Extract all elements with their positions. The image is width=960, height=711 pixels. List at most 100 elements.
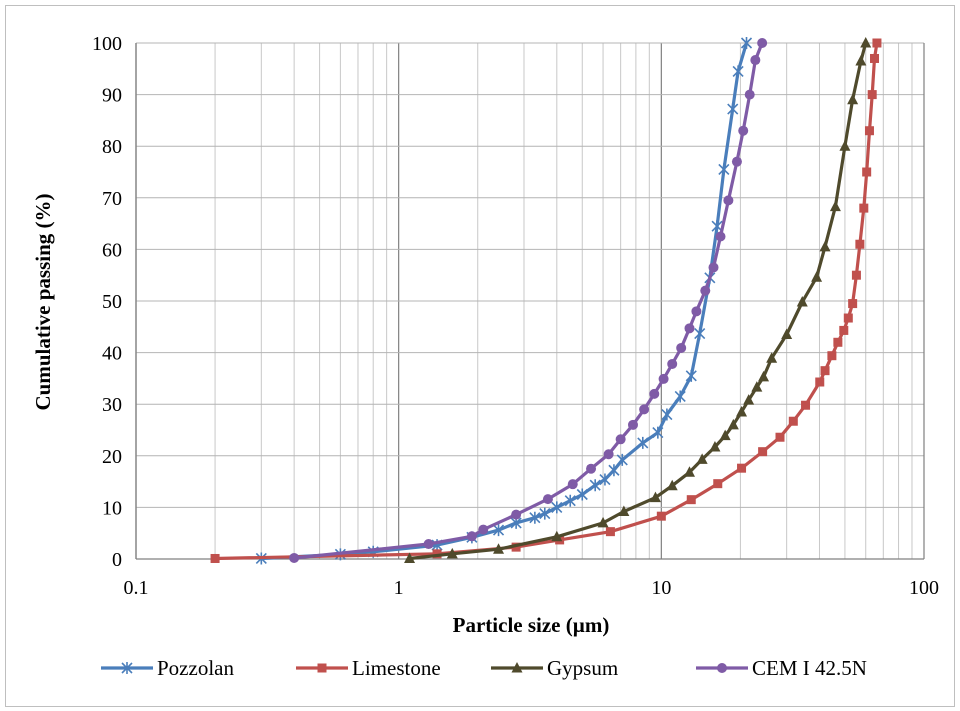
series-cem-i-42-5n xyxy=(289,38,768,563)
data-point xyxy=(843,313,853,323)
data-point xyxy=(848,299,858,309)
particle-size-chart: 0 10 20 30 40 50 60 70 80 90 100 0.1 1 10 100 Particl… xyxy=(31,33,940,680)
data-point xyxy=(605,527,615,537)
data-point xyxy=(691,306,702,317)
data-point xyxy=(627,419,638,430)
data-point xyxy=(723,195,734,206)
data-point xyxy=(870,53,880,63)
data-point xyxy=(683,466,695,477)
series-limestone xyxy=(210,38,882,563)
chart-frame: 0 10 20 30 40 50 60 70 80 90 100 0.1 1 10 100 Particl… xyxy=(5,5,955,707)
data-point xyxy=(847,93,859,105)
data-point xyxy=(727,418,739,430)
data-point xyxy=(700,285,711,296)
data-point xyxy=(684,323,695,334)
data-point xyxy=(872,38,882,48)
data-point xyxy=(639,404,650,415)
data-point xyxy=(667,358,678,369)
data-point xyxy=(608,464,620,477)
data-point xyxy=(744,89,755,100)
legend-marker xyxy=(717,663,727,673)
data-point xyxy=(618,505,630,517)
legend-marker xyxy=(317,663,327,673)
data-point xyxy=(851,270,861,280)
data-point xyxy=(661,408,673,421)
data-point xyxy=(423,539,434,550)
data-point xyxy=(820,366,830,376)
data-point xyxy=(551,501,563,514)
data-point xyxy=(781,328,793,340)
y-tick-label: 100 xyxy=(92,33,122,55)
data-point xyxy=(740,37,753,49)
data-point xyxy=(694,327,706,340)
data-point xyxy=(732,65,744,78)
data-point xyxy=(758,370,770,382)
y-tick-label: 80 xyxy=(102,136,122,158)
data-point xyxy=(737,463,747,473)
x-tick-label: 1 xyxy=(394,577,404,599)
legend-item: Gypsum xyxy=(491,656,618,680)
data-point xyxy=(658,373,669,384)
y-tick-label: 0 xyxy=(112,549,122,571)
data-point xyxy=(867,90,877,100)
data-point xyxy=(597,516,609,528)
data-point xyxy=(859,203,869,213)
data-series xyxy=(210,37,882,565)
legend-marker xyxy=(511,662,523,673)
y-tick-labels: 0 10 20 30 40 50 60 70 80 90 100 xyxy=(92,33,122,571)
data-point xyxy=(576,488,588,501)
x-tick-label: 100 xyxy=(909,577,939,599)
data-point xyxy=(766,352,778,363)
data-point xyxy=(731,156,742,167)
data-point xyxy=(833,337,843,347)
data-point xyxy=(649,388,660,399)
legend-item: CEM I 42.5N xyxy=(696,656,867,680)
data-point xyxy=(615,434,626,445)
y-tick-label: 30 xyxy=(102,394,122,416)
data-point xyxy=(829,200,841,212)
y-tick-label: 40 xyxy=(102,343,122,365)
legend-label: Pozzolan xyxy=(157,656,234,680)
series-gypsum xyxy=(404,37,872,563)
data-point xyxy=(864,126,874,136)
legend-label: Gypsum xyxy=(547,656,618,680)
data-point xyxy=(686,495,696,505)
data-point xyxy=(404,552,416,563)
data-point xyxy=(855,239,865,249)
y-tick-label: 50 xyxy=(102,291,122,313)
data-point xyxy=(727,103,739,116)
data-point xyxy=(603,449,614,460)
x-tick-labels: 0.1 1 10 100 xyxy=(124,577,940,599)
data-point xyxy=(652,426,664,439)
data-point xyxy=(750,55,761,66)
data-point xyxy=(708,262,719,273)
data-point xyxy=(713,479,723,489)
y-tick-label: 20 xyxy=(102,446,122,468)
data-point xyxy=(589,479,601,492)
data-point xyxy=(529,511,541,524)
data-point xyxy=(567,479,578,490)
data-point xyxy=(709,441,721,452)
data-point xyxy=(478,524,489,535)
legend-marker xyxy=(121,662,133,674)
data-point xyxy=(718,163,730,176)
data-point xyxy=(815,377,825,387)
x-tick-label: 10 xyxy=(651,577,671,599)
data-point xyxy=(839,140,851,151)
y-axis-title: Cumulative passing (%) xyxy=(31,193,55,410)
data-point xyxy=(649,491,661,503)
legend-label: CEM I 42.5N xyxy=(752,656,867,680)
data-point xyxy=(862,167,872,177)
x-axis-title: Particle size (µm) xyxy=(453,613,610,637)
data-point xyxy=(743,394,755,405)
data-point xyxy=(446,547,458,559)
data-point xyxy=(676,342,687,353)
legend-item: Limestone xyxy=(296,656,441,680)
legend-item: Pozzolan xyxy=(101,656,234,680)
data-point xyxy=(685,369,697,382)
data-point xyxy=(757,38,768,48)
data-point xyxy=(539,507,551,520)
data-point xyxy=(827,351,837,361)
data-point xyxy=(839,325,849,335)
data-point xyxy=(738,125,749,136)
